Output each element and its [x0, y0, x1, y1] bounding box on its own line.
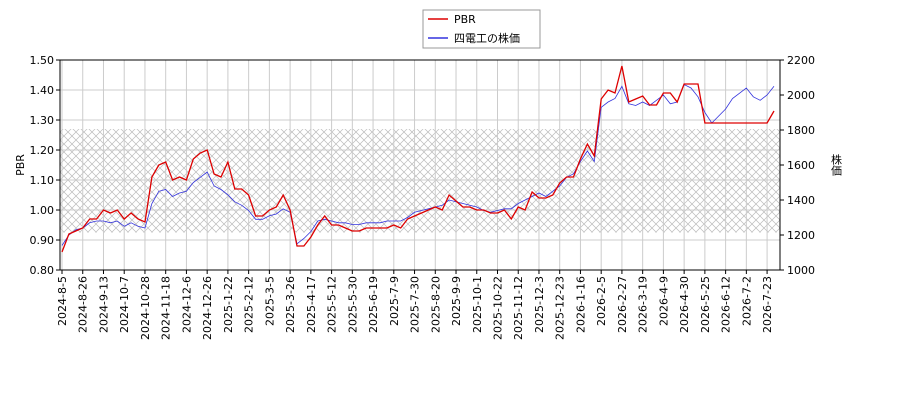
x-tick-label: 2026-2-5 — [595, 276, 608, 326]
x-tick-label: 2026-5-25 — [699, 276, 712, 333]
x-tick-label: 2025-2-12 — [243, 276, 256, 333]
series-line — [61, 65, 775, 253]
series-line — [61, 83, 775, 246]
y2-tick-label: 1000 — [787, 264, 815, 277]
y-tick-label: 1.40 — [30, 84, 55, 97]
x-tick-label: 2024-10-7 — [118, 276, 131, 333]
x-tick-label: 2026-7-2 — [740, 276, 753, 326]
plot-frame — [59, 59, 781, 271]
x-tick-label: 2025-5-12 — [326, 276, 339, 333]
x-tick-label: 2026-4-30 — [678, 276, 691, 333]
x-tick-label: 2024-12-6 — [180, 276, 193, 333]
legend-label: 四電工の株価 — [454, 31, 520, 45]
x-tick-label: 2024-11-18 — [160, 276, 173, 340]
shaded-range — [60, 129, 780, 233]
y2-tick-label: 1800 — [787, 124, 815, 137]
x-tick-label: 2024-12-26 — [201, 276, 214, 340]
y2-axis-label: 株価 — [830, 153, 843, 176]
legend-label: PBR — [454, 13, 476, 26]
x-tick-label: 2024-10-28 — [139, 276, 152, 340]
x-tick-label: 2025-12-23 — [554, 276, 567, 340]
x-tick-label: 2025-11-12 — [512, 276, 525, 340]
y2-tick-label: 2200 — [787, 54, 815, 67]
x-tick-label: 2025-12-3 — [533, 276, 546, 333]
x-tick-label: 2026-1-16 — [574, 276, 587, 333]
x-tick-label: 2025-3-26 — [284, 276, 297, 333]
y-tick-label: 0.90 — [30, 234, 55, 247]
x-tick-label: 2025-10-1 — [471, 276, 484, 333]
y2-tick-label: 1200 — [787, 229, 815, 242]
x-tick-label: 2025-9-9 — [450, 276, 463, 326]
y-tick-label: 1.30 — [30, 114, 55, 127]
x-tick-label: 2025-7-30 — [409, 276, 422, 333]
x-tick-label: 2024-8-5 — [56, 276, 69, 326]
y2-tick-label: 2000 — [787, 89, 815, 102]
legend — [422, 9, 541, 49]
x-tick-label: 2026-2-27 — [616, 276, 629, 333]
x-tick-label: 2024-9-13 — [97, 276, 110, 333]
y-tick-label: 1.10 — [30, 174, 55, 187]
y-tick-label: 0.80 — [30, 264, 55, 277]
x-tick-label: 2025-6-19 — [367, 276, 380, 333]
x-tick-label: 2026-3-19 — [637, 276, 650, 333]
y-tick-label: 1.50 — [30, 54, 55, 67]
x-tick-label: 2025-5-30 — [346, 276, 359, 333]
x-tick-label: 2026-7-23 — [761, 276, 774, 333]
x-tick-label: 2025-7-9 — [388, 276, 401, 326]
y-axis-label: PBR — [14, 154, 27, 176]
x-tick-label: 2024-8-26 — [77, 276, 90, 333]
y2-tick-label: 1400 — [787, 194, 815, 207]
y-tick-label: 1.20 — [30, 144, 55, 157]
x-tick-label: 2025-8-20 — [429, 276, 442, 333]
y2-tick-label: 1600 — [787, 159, 815, 172]
x-tick-label: 2026-4-9 — [657, 276, 670, 326]
x-tick-label: 2026-6-12 — [720, 276, 733, 333]
x-tick-label: 2025-3-5 — [263, 276, 276, 326]
x-tick-label: 2025-1-22 — [222, 276, 235, 333]
x-tick-label: 2025-4-17 — [305, 276, 318, 333]
x-tick-label: 2025-10-22 — [491, 276, 504, 340]
y-tick-label: 1.00 — [30, 204, 55, 217]
